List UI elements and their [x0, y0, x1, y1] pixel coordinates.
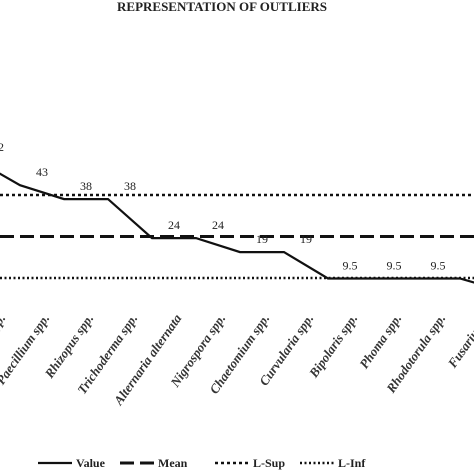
value-series — [0, 172, 474, 284]
data-label: 19 — [256, 232, 268, 246]
legend-label: Value — [76, 456, 106, 470]
value-series-line — [0, 172, 474, 284]
data-label: 38 — [124, 179, 136, 193]
legend-label: Mean — [158, 456, 188, 470]
x-tick-label: Paecillium spp. — [0, 311, 52, 387]
legend-label: L-Sup — [253, 456, 285, 470]
data-label: 24 — [212, 218, 224, 232]
x-axis-tick-labels: s spp.Paecillium spp.Rhizopus spp.Tricho… — [0, 311, 474, 409]
data-label: 9.5 — [431, 259, 446, 273]
reference-lines — [0, 193, 474, 280]
x-tick-label: s spp. — [0, 311, 8, 345]
data-label: 24 — [168, 218, 180, 232]
chart-title: REPRESENTATION OF OUTLIERS — [117, 0, 327, 14]
data-label: 52 — [0, 140, 4, 154]
legend-label: L-Inf — [338, 456, 366, 470]
x-tick-label: Phoma spp. — [356, 311, 404, 371]
data-label: 38 — [80, 179, 92, 193]
data-label: 43 — [36, 165, 48, 179]
legend: Value Mean L-Sup L-Inf — [38, 456, 366, 470]
data-labels: 52 43 38 38 24 24 19 19 9.5 9.5 9.5 — [0, 140, 446, 272]
x-tick-label: Fusarium s — [444, 311, 474, 371]
data-label: 9.5 — [343, 259, 358, 273]
data-label: 9.5 — [387, 259, 402, 273]
data-label: 19 — [300, 232, 312, 246]
